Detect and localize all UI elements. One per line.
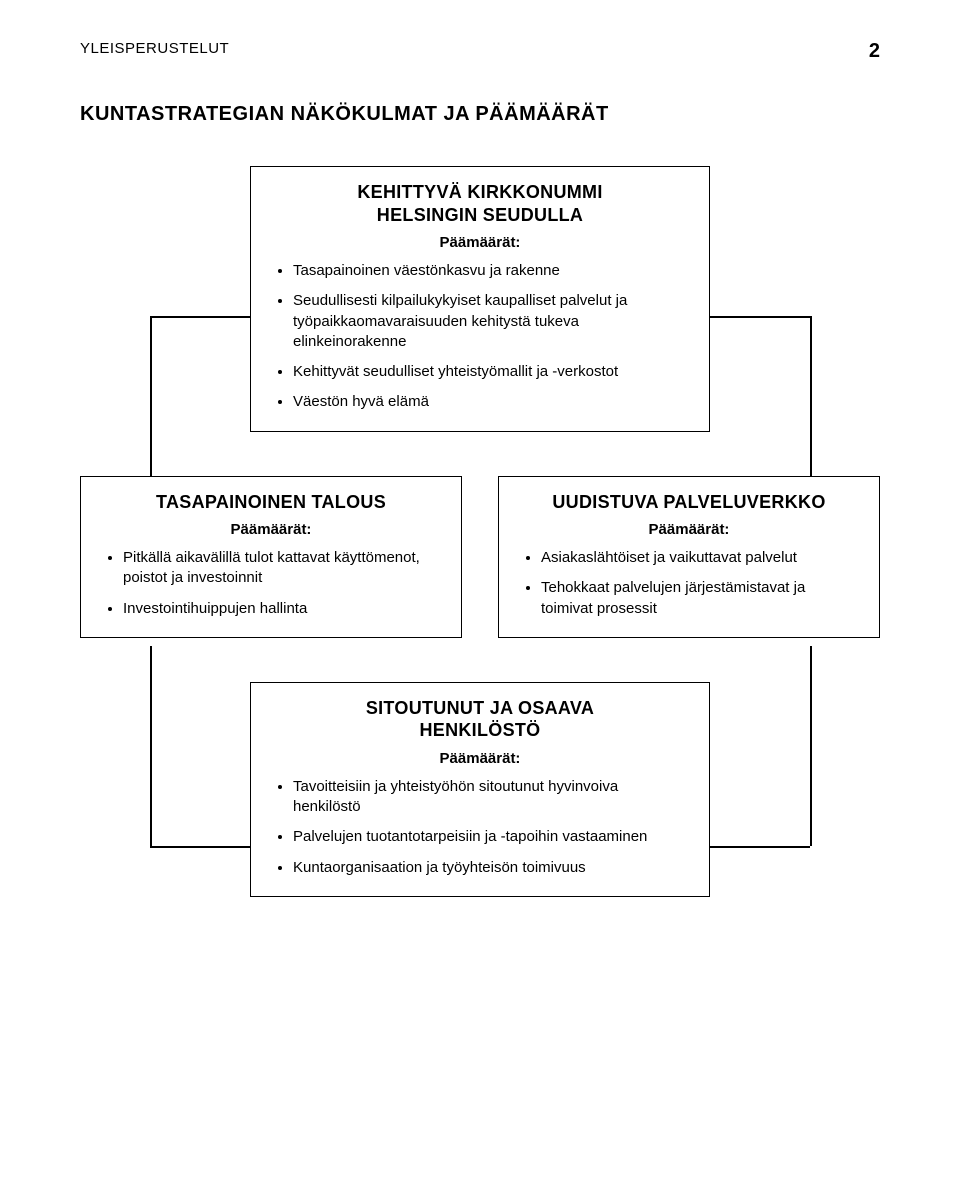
list-item: Asiakaslähtöiset ja vaikuttavat palvelut (541, 548, 859, 568)
box-bottom-title-line1: SITOUTUNUT JA OSAAVA (366, 698, 594, 718)
box-left-items: Pitkällä aikavälillä tulot kattavat käyt… (101, 548, 441, 619)
header-left-text: YLEISPERUSTELUT (80, 40, 229, 63)
list-item: Tavoitteisiin ja yhteistyöhön sitoutunut… (293, 777, 689, 818)
box-top-sublabel: Päämäärät: (271, 234, 689, 251)
box-top-title-line1: KEHITTYVÄ KIRKKONUMMI (357, 182, 602, 202)
box-left-sublabel: Päämäärät: (101, 521, 441, 538)
list-item: Tehokkaat palvelujen järjestämistavat ja… (541, 578, 859, 619)
box-bottom-title-line2: HENKILÖSTÖ (419, 720, 540, 740)
list-item: Kehittyvät seudulliset yhteistyömallit j… (293, 362, 689, 382)
box-bottom-sublabel: Päämäärät: (271, 750, 689, 767)
box-left-title: TASAPAINOINEN TALOUS (101, 491, 441, 514)
box-top-title: KEHITTYVÄ KIRKKONUMMI HELSINGIN SEUDULLA (271, 181, 689, 226)
list-item: Väestön hyvä elämä (293, 392, 689, 412)
box-top-title-line2: HELSINGIN SEUDULLA (377, 205, 583, 225)
section-title: KUNTASTRATEGIAN NÄKÖKULMAT JA PÄÄMÄÄRÄT (80, 103, 880, 126)
list-item: Investointihuippujen hallinta (123, 599, 441, 619)
list-item: Pitkällä aikavälillä tulot kattavat käyt… (123, 548, 441, 589)
box-bottom-items: Tavoitteisiin ja yhteistyöhön sitoutunut… (271, 777, 689, 878)
page-header: YLEISPERUSTELUT 2 (80, 40, 880, 63)
box-right-sublabel: Päämäärät: (519, 521, 859, 538)
page-number: 2 (869, 40, 880, 63)
middle-row: TASAPAINOINEN TALOUS Päämäärät: Pitkällä… (80, 476, 880, 638)
list-item: Palvelujen tuotantotarpeisiin ja -tapoih… (293, 827, 689, 847)
box-top-items: Tasapainoinen väestönkasvu ja rakenne Se… (271, 261, 689, 413)
box-right-title: UUDISTUVA PALVELUVERKKO (519, 491, 859, 514)
box-right-items: Asiakaslähtöiset ja vaikuttavat palvelut… (519, 548, 859, 619)
list-item: Tasapainoinen väestönkasvu ja rakenne (293, 261, 689, 281)
box-left: TASAPAINOINEN TALOUS Päämäärät: Pitkällä… (80, 476, 462, 638)
list-item: Kuntaorganisaation ja työyhteisön toimiv… (293, 858, 689, 878)
box-bottom-title: SITOUTUNUT JA OSAAVA HENKILÖSTÖ (271, 697, 689, 742)
box-top: KEHITTYVÄ KIRKKONUMMI HELSINGIN SEUDULLA… (250, 166, 710, 432)
list-item: Seudullisesti kilpailukykyiset kaupallis… (293, 291, 689, 352)
box-right: UUDISTUVA PALVELUVERKKO Päämäärät: Asiak… (498, 476, 880, 638)
box-bottom: SITOUTUNUT JA OSAAVA HENKILÖSTÖ Päämäärä… (250, 682, 710, 897)
strategy-diagram: KEHITTYVÄ KIRKKONUMMI HELSINGIN SEUDULLA… (80, 166, 880, 897)
